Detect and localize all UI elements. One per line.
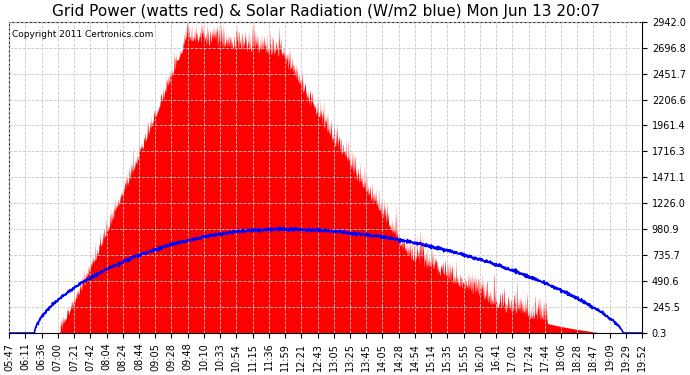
Text: Copyright 2011 Certronics.com: Copyright 2011 Certronics.com	[12, 30, 154, 39]
Title: Grid Power (watts red) & Solar Radiation (W/m2 blue) Mon Jun 13 20:07: Grid Power (watts red) & Solar Radiation…	[52, 4, 600, 19]
